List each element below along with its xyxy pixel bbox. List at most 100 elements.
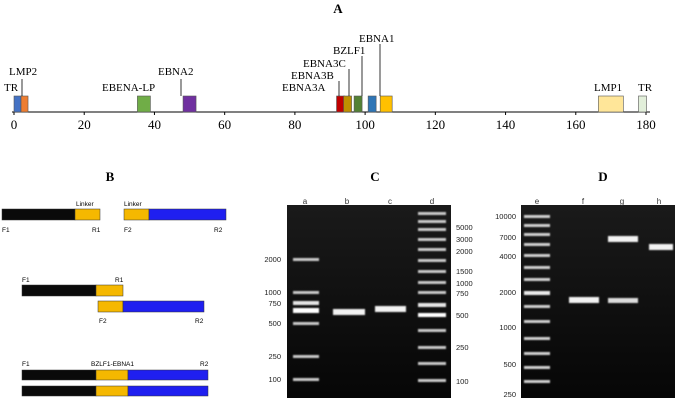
ladder-band — [418, 270, 446, 273]
gel-c-lane-a-bands — [293, 258, 319, 381]
ladder-band — [524, 305, 550, 308]
overlap-black — [21, 284, 97, 297]
primer-r2-label: R2 — [214, 227, 223, 234]
fusion-linker-1 — [95, 369, 129, 381]
primer-f1-label: F1 — [2, 227, 10, 234]
lane-label: c — [388, 197, 392, 206]
gene-block-ebna3b — [343, 95, 352, 113]
gene-block-ebena-lp — [137, 95, 151, 113]
overlap-linker-bottom — [97, 300, 124, 313]
gene-label: EBNA3A — [282, 82, 325, 94]
axis-tick-label: 20 — [78, 117, 91, 132]
gene-block-bzlf1 — [367, 95, 377, 113]
gene-block-ebna1 — [379, 95, 393, 113]
ladder-label: 4000 — [499, 252, 516, 261]
gene-label: EBNA2 — [158, 66, 193, 78]
overlap-blue — [122, 300, 205, 313]
gene-block-ebna2 — [182, 95, 197, 113]
primer-r1-label: R1 — [92, 227, 101, 234]
ladder-band — [418, 281, 446, 284]
panel-a-label: A — [333, 1, 343, 16]
ladder-label: 500 — [456, 311, 469, 320]
ladder-band — [524, 337, 550, 340]
ladder-band — [418, 379, 446, 382]
ladder-label: 2000 — [456, 247, 473, 256]
primer-r2-label: R2 — [195, 318, 204, 325]
ladder-band — [418, 228, 446, 231]
lane-label: f — [582, 197, 585, 206]
gene-label: EBNA1 — [359, 33, 394, 45]
fusion-label: BZLF1-EBNA1 — [91, 361, 134, 368]
ladder-band — [418, 291, 446, 294]
gene-block-lmp2 — [20, 95, 29, 113]
axis-ticks: 0 20 40 60 80 100 120 140 160 180 — [11, 112, 656, 132]
ladder-band — [524, 215, 550, 218]
fusion-blue-1 — [127, 369, 209, 381]
ladder-band — [293, 258, 319, 261]
ladder-band — [524, 233, 550, 236]
ladder-band — [524, 266, 550, 269]
linker-label-1: Linker — [76, 201, 95, 208]
ladder-label: 250 — [456, 343, 469, 352]
ladder-band — [524, 366, 550, 369]
gel-c: a b c d 2000 1000 750 500 250 100 5000 3… — [264, 197, 473, 398]
primer-f2-label: F2 — [124, 227, 132, 234]
axis-tick-label: 80 — [288, 117, 301, 132]
gel-d-ladder-labels: 10000 7000 4000 2000 1000 500 250 — [495, 212, 516, 399]
ladder-band — [418, 220, 446, 223]
axis-tick-label: 60 — [218, 117, 231, 132]
axis-tick-label: 100 — [355, 117, 375, 132]
ladder-label: 750 — [456, 289, 469, 298]
ladder-label: 2000 — [499, 288, 516, 297]
gene-block-lmp1 — [598, 95, 624, 113]
gel-c-lane-d-bands — [418, 212, 446, 382]
lane-label: h — [657, 197, 661, 206]
ladder-band — [524, 352, 550, 355]
ladder-band — [524, 380, 550, 383]
sample-band-g-upper — [608, 236, 638, 242]
ladder-band — [524, 291, 550, 295]
gel-d: e f g h 10000 7000 4000 2000 1000 500 25… — [495, 197, 675, 399]
ladder-label: 250 — [268, 352, 281, 361]
ladder-label: 7000 — [499, 233, 516, 242]
panel-c-label: C — [370, 169, 379, 184]
panel-b-label: B — [106, 169, 115, 184]
gene-block-ebna3c — [353, 95, 363, 113]
fusion-black-2 — [21, 385, 97, 397]
primer-f1-label: F1 — [22, 277, 30, 284]
ladder-label: 250 — [503, 390, 516, 399]
ladder-band — [524, 224, 550, 227]
ladder-band — [418, 212, 446, 215]
ladder-band — [418, 362, 446, 365]
axis-tick-label: 160 — [566, 117, 586, 132]
ladder-band — [524, 254, 550, 257]
fusion-blue-2 — [127, 385, 209, 397]
ladder-band — [524, 243, 550, 246]
ladder-band — [418, 303, 446, 307]
ladder-label: 500 — [503, 360, 516, 369]
ladder-label: 1000 — [264, 288, 281, 297]
fragment-1-linker — [74, 208, 101, 221]
ladder-band — [524, 320, 550, 323]
fusion-linker-2 — [95, 385, 129, 397]
ladder-label: 750 — [268, 299, 281, 308]
gene-label: BZLF1 — [333, 45, 365, 57]
gene-label: EBNA3B — [291, 70, 334, 82]
ladder-band — [418, 329, 446, 332]
primer-r2-label: R2 — [200, 361, 209, 368]
ladder-label: 1500 — [456, 267, 473, 276]
gene-label: EBENA-LP — [102, 82, 155, 94]
fragment-2-blue — [148, 208, 227, 221]
gene-label: TR — [638, 82, 653, 94]
axis-tick-label: 40 — [148, 117, 161, 132]
lane-label: d — [430, 197, 434, 206]
genome-map: 0 20 40 60 80 100 120 140 160 180 TRLMP2EBENA-LPE… — [4, 33, 656, 132]
ladder-band — [293, 301, 319, 305]
fragment-2-linker — [123, 208, 150, 221]
ladder-label: 1000 — [499, 323, 516, 332]
ladder-band — [418, 248, 446, 251]
sample-band-c — [375, 306, 406, 312]
gel-c-left-ladder-labels: 2000 1000 750 500 250 100 — [264, 255, 281, 384]
